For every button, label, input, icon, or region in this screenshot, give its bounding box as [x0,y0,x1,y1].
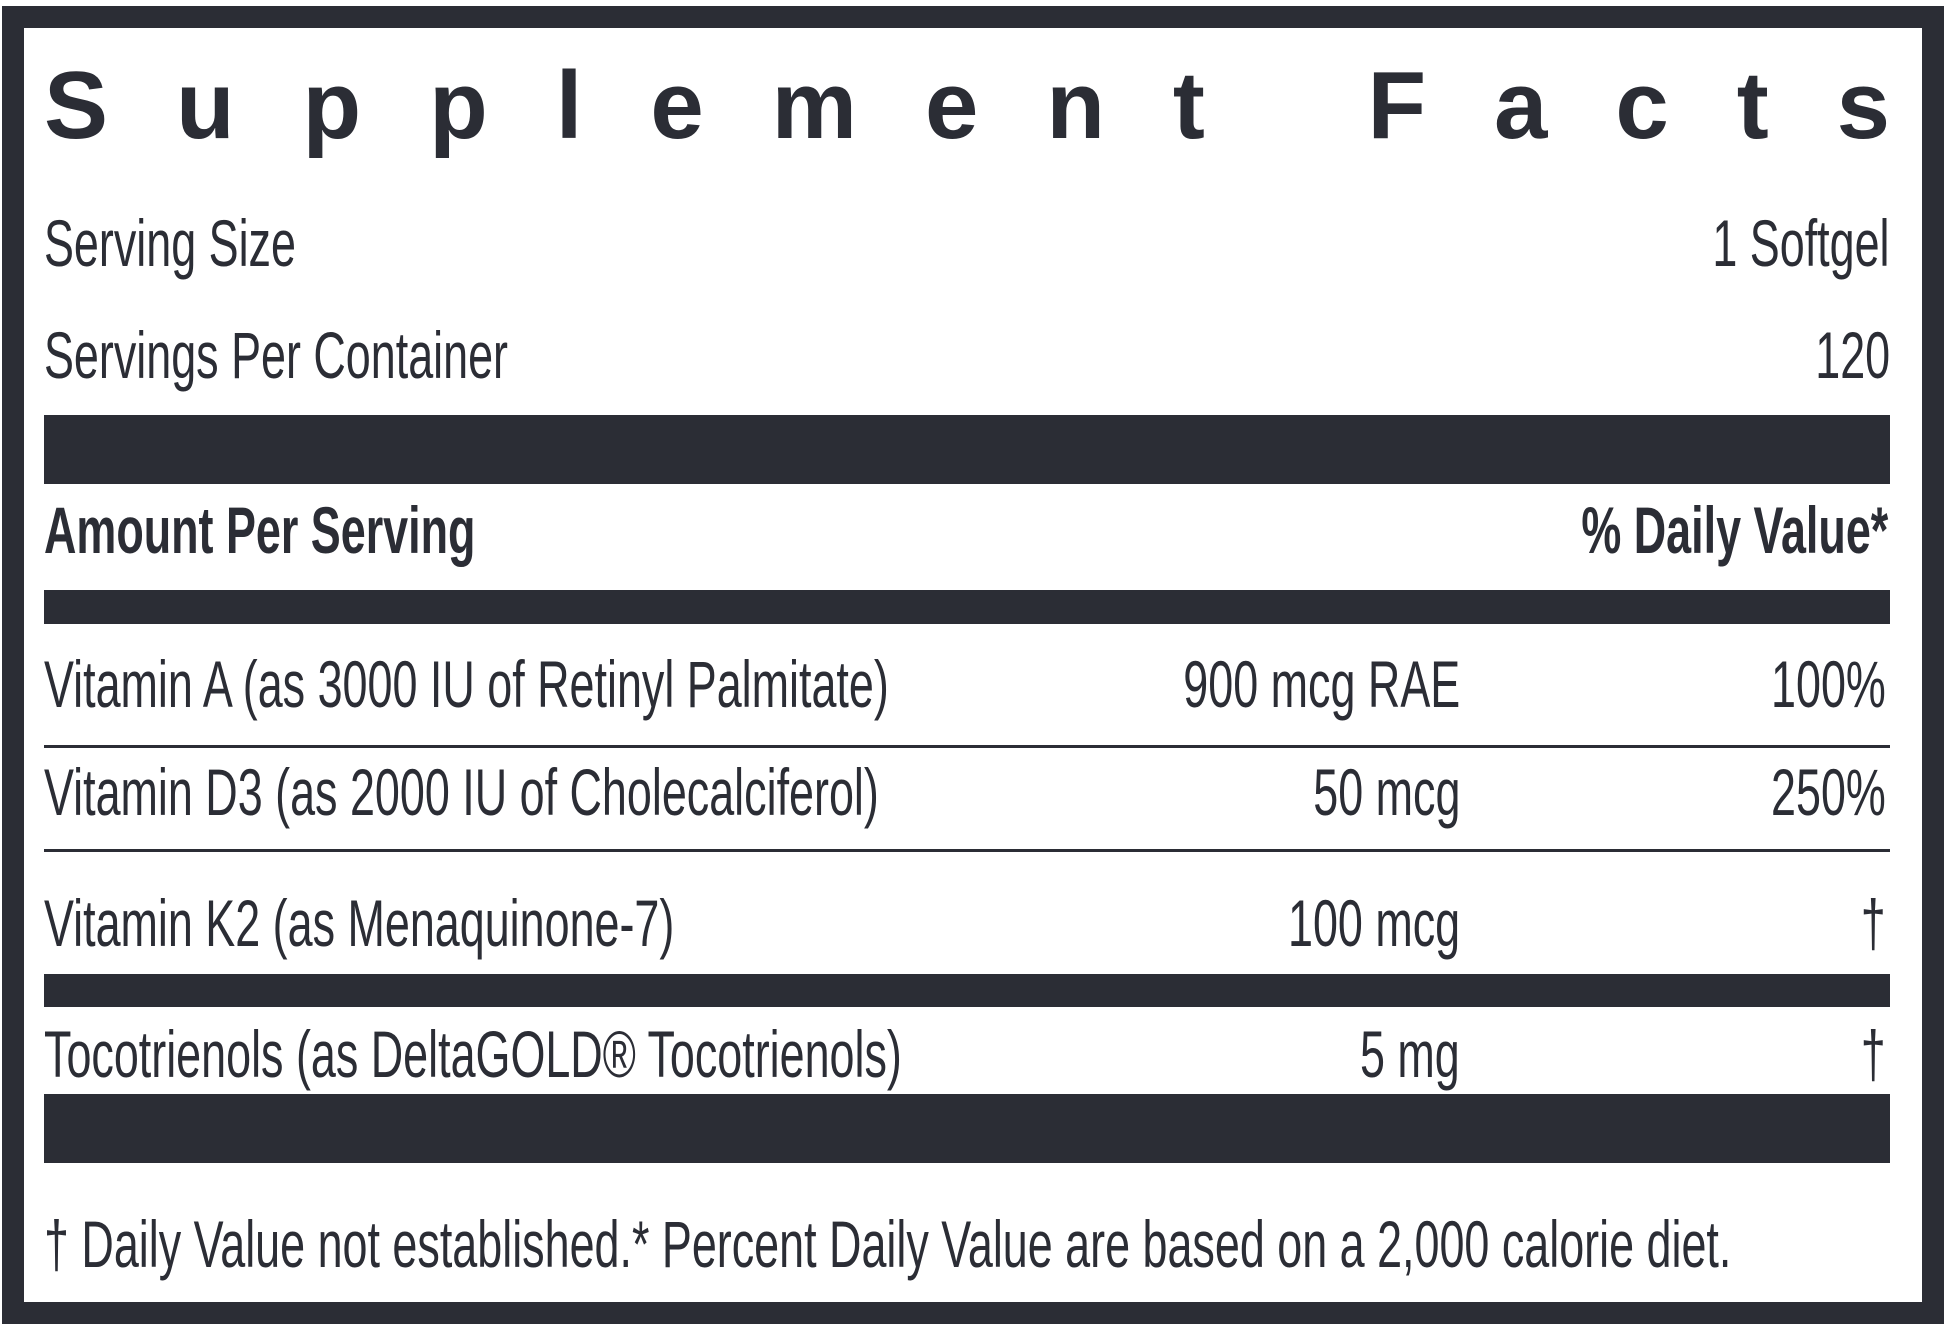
label-frame [2,6,1944,1324]
row-rule [44,849,1890,852]
nutrient-dv: † [1861,1017,1886,1091]
nutrient-amount: 5 mg [1360,1017,1460,1091]
nutrient-amount: 900 mcg RAE [1183,647,1460,721]
serving-size-value: 1 Softgel [1712,206,1890,280]
amount-header: Amount Per Serving [44,493,476,567]
thick-bar [44,1094,1890,1163]
servings-value: 120 [1815,318,1890,392]
nutrient-dv: 100% [1771,647,1886,721]
nutrient-amount: 50 mcg [1312,755,1460,829]
servings-label: Servings Per Container [44,318,508,392]
row-rule [44,745,1890,748]
title-svg: Supplement Facts [44,52,1890,159]
nutrient-amount: 100 mcg [1287,886,1460,960]
title: Supplement Facts [44,52,1890,159]
serving-size-label: Serving Size [44,206,296,280]
thick-bar [44,974,1890,1007]
nutrient-name: Vitamin D3 (as 2000 IU of Cholecalcifero… [44,755,879,829]
nutrient-name: Vitamin A (as 3000 IU of Retinyl Palmita… [44,647,889,721]
nutrient-name: Tocotrienols (as DeltaGOLD® Tocotrienols… [44,1017,902,1091]
thick-bar [44,415,1890,484]
footnote: † Daily Value not established.* Percent … [44,1207,1732,1281]
thick-bar [44,590,1890,624]
dv-header: % Daily Value* [1581,493,1888,567]
nutrient-dv: † [1861,886,1886,960]
nutrient-name: Vitamin K2 (as Menaquinone-7) [44,886,675,960]
nutrient-dv: 250% [1771,755,1886,829]
